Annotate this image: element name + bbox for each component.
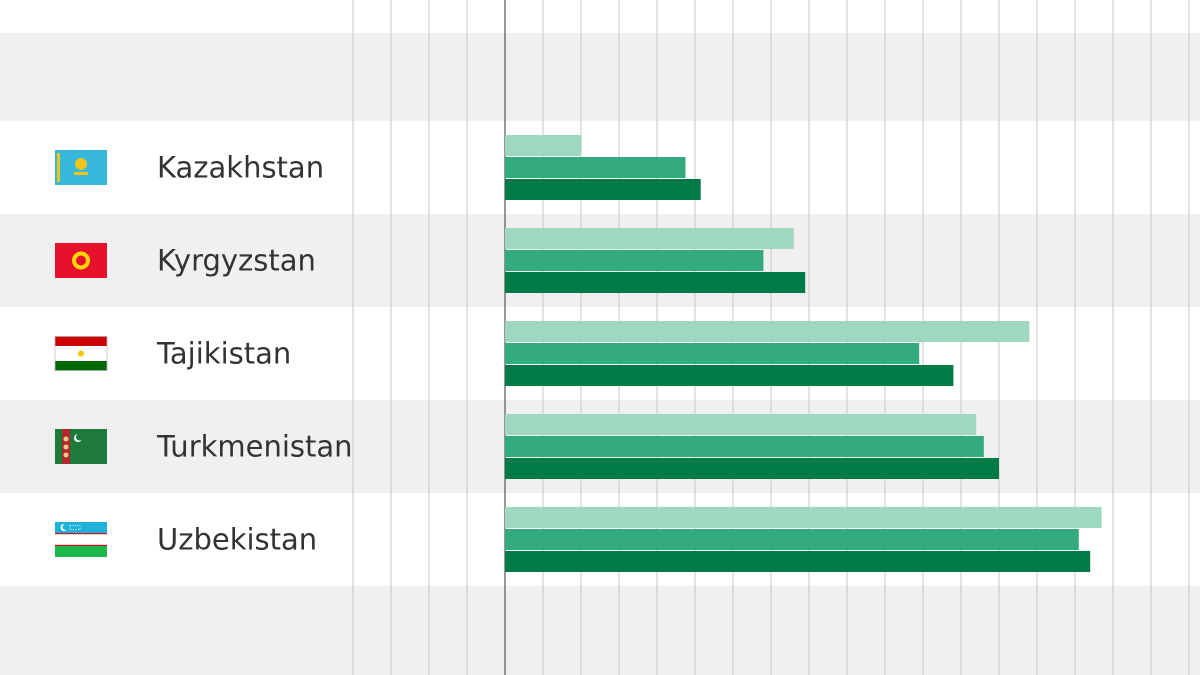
flag-icons [54, 150, 108, 557]
bar-turkmenistan-series-2 [505, 436, 984, 457]
flag-border [54, 336, 108, 371]
flag-gul [63, 452, 69, 458]
bar-tajikistan-series-3 [505, 365, 954, 386]
bar-tajikistan-series-2 [505, 343, 920, 364]
bar-uzbekistan-series-2 [505, 529, 1079, 550]
flag-gul [63, 436, 69, 442]
flag-sun [75, 158, 87, 170]
flag-stripe-green [55, 546, 107, 557]
flag-stripe-green [55, 361, 107, 371]
category-label: Turkmenistan [156, 430, 353, 464]
flag-gul [63, 444, 69, 450]
bar-kazakhstan-series-1 [505, 135, 581, 156]
row-band [0, 33, 1200, 121]
category-label: Kyrgyzstan [157, 244, 316, 278]
flag-stripe-blue [55, 522, 107, 533]
bar-kyrgyzstan-series-1 [505, 228, 794, 249]
bar-tajikistan-series-1 [505, 321, 1030, 342]
flag-crescent-cut [76, 433, 83, 441]
flag-stars [69, 525, 81, 530]
bar-kazakhstan-series-2 [505, 157, 686, 178]
bar-kyrgyzstan-series-3 [505, 272, 806, 293]
bar-turkmenistan-series-3 [505, 458, 999, 479]
kyrgyzstan-flag-icon [55, 243, 107, 278]
category-label: Uzbekistan [157, 523, 317, 557]
flag-stripe-red [55, 336, 107, 346]
kazakhstan-flag-icon [55, 150, 107, 185]
bar-kazakhstan-series-3 [505, 179, 701, 200]
category-label: Tajikistan [156, 337, 291, 371]
flag-eagle [74, 172, 88, 175]
flag-crescent-cut [62, 524, 69, 530]
bar-uzbekistan-series-1 [505, 507, 1102, 528]
uzbekistan-flag-icon [55, 522, 107, 557]
bar-kyrgyzstan-series-2 [505, 250, 764, 271]
flag-crown [78, 350, 84, 357]
tajikistan-flag-icon [54, 336, 108, 371]
flag-ornament [57, 153, 60, 182]
flag-line-red [55, 533, 107, 535]
category-labels: Kazakhstan Kyrgyzstan Tajikistan Turkmenist… [156, 151, 353, 557]
turkmenistan-flag-icon [55, 429, 107, 464]
category-label: Kazakhstan [157, 151, 324, 185]
flag-tunduk [76, 255, 86, 266]
bar-uzbekistan-series-3 [505, 551, 1091, 572]
bar-turkmenistan-series-1 [505, 414, 977, 435]
row-band [0, 586, 1200, 675]
flag-line-red [55, 544, 107, 546]
bars [505, 135, 1102, 572]
